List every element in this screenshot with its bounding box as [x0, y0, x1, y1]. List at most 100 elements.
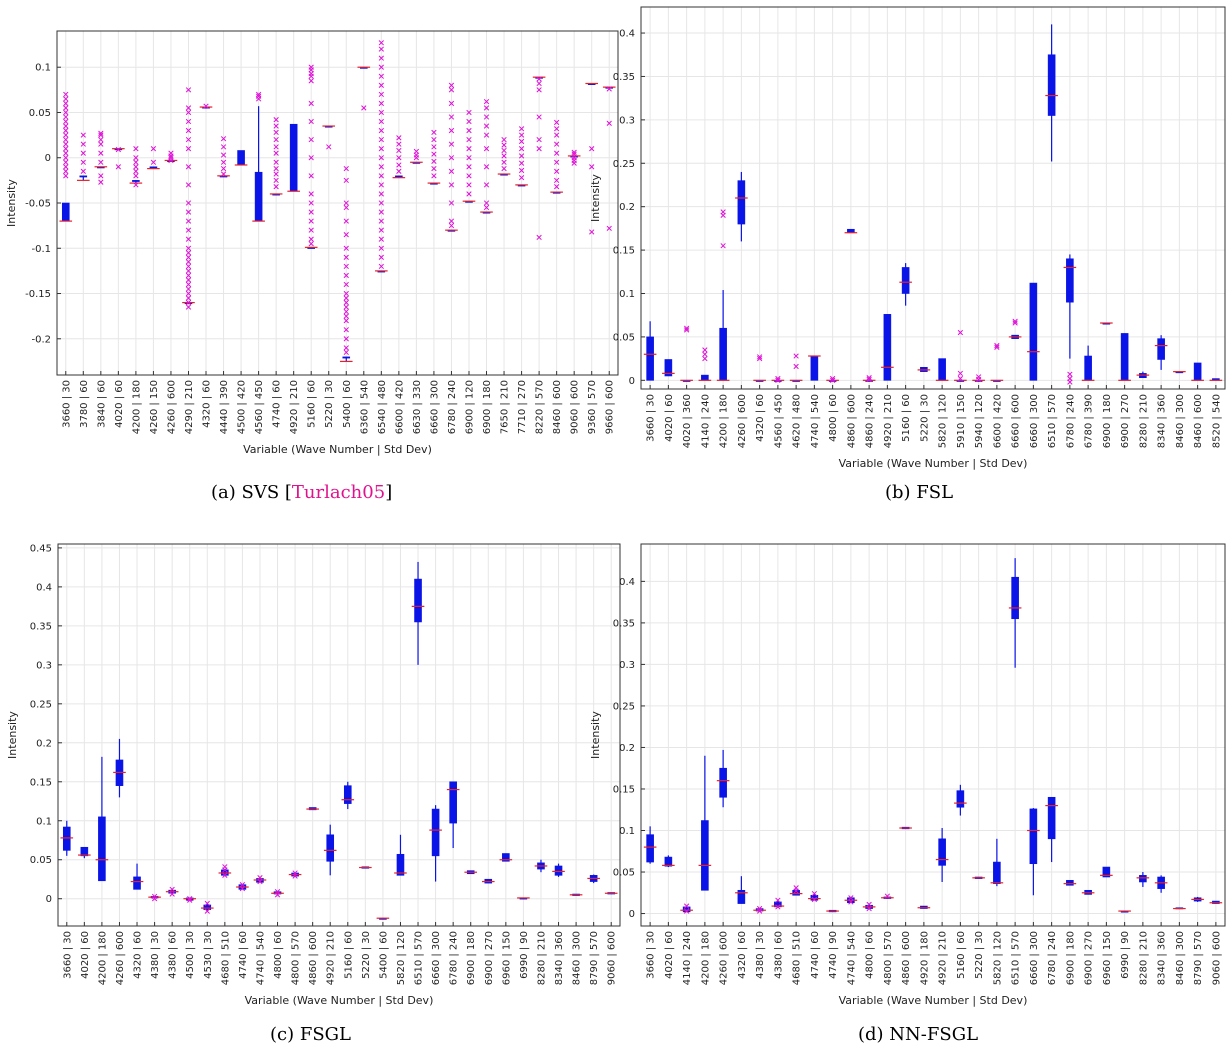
outlier-point	[343, 281, 349, 288]
outlier-point	[239, 885, 246, 892]
x-tick-label: 4920 | 210	[883, 394, 894, 448]
x-tick-label: 4320 | 60	[737, 931, 748, 979]
box	[133, 876, 141, 890]
x-tick-label: 4260 | 600	[115, 931, 126, 985]
outlier-point	[63, 164, 69, 170]
outlier-point	[115, 146, 122, 153]
outlier-point	[204, 908, 210, 914]
outlier-point	[98, 132, 104, 138]
x-tick-label: 5220 | 30	[919, 394, 930, 442]
y-tick-label: 0.4	[619, 29, 635, 40]
x-tick-label: 4500 | 420	[237, 380, 248, 434]
outlier-point	[448, 168, 455, 174]
box	[664, 856, 673, 867]
outlier-point	[98, 130, 104, 136]
outlier-point	[378, 182, 384, 188]
y-tick-label: 0.35	[613, 618, 635, 629]
outlier-point	[343, 345, 349, 351]
box	[554, 865, 563, 876]
outlier-point	[63, 123, 69, 129]
x-tick-label: 5160 | 60	[956, 931, 967, 979]
x-tick-label: 5820 | 120	[992, 931, 1003, 985]
outlier-point	[866, 901, 872, 908]
outlier-point	[185, 164, 192, 170]
y-axis-label: Intensity	[6, 711, 19, 759]
outlier-point	[793, 353, 799, 359]
x-tick-label: 8340 | 360	[554, 931, 565, 985]
x-tick-label: 4260 | 600	[737, 394, 748, 448]
x-tick-label: 6540 | 480	[377, 380, 388, 434]
box	[502, 853, 510, 862]
outlier-point	[756, 354, 763, 360]
x-tick-label: 5220 | 30	[324, 380, 335, 428]
outlier-point	[1067, 379, 1073, 385]
outlier-point	[866, 376, 872, 383]
x-tick-label: 4200 | 180	[719, 394, 730, 448]
outlier-point	[308, 227, 314, 233]
box	[1157, 338, 1165, 360]
outlier-point	[448, 87, 455, 93]
x-tick-label: 4260 | 600	[166, 380, 177, 434]
box	[1102, 866, 1111, 878]
y-tick-label: -0.15	[25, 289, 51, 300]
outlier-point	[150, 159, 157, 165]
x-tick-label: 7710 | 270	[517, 380, 528, 434]
box	[98, 816, 106, 882]
caption-a: (a) SVS [Turlach05]	[211, 482, 392, 503]
outlier-point	[378, 136, 384, 143]
outlier-point	[396, 162, 402, 168]
outlier-point	[378, 46, 384, 52]
x-tick-label: 5160 | 60	[343, 931, 354, 979]
outlier-point	[80, 132, 86, 138]
outlier-point	[553, 184, 560, 190]
outlier-point	[185, 295, 192, 301]
outlier-point	[378, 73, 384, 79]
outlier-point	[536, 76, 542, 82]
x-tick-label: 4800 | 570	[291, 931, 302, 985]
outlier-point	[63, 91, 69, 98]
outlier-point	[239, 882, 246, 888]
plot-area	[641, 544, 1225, 926]
box	[342, 356, 351, 359]
y-tick-label: 0.1	[619, 289, 635, 300]
x-tick-label: 6780 | 240	[1047, 931, 1058, 985]
outlier-point	[203, 103, 209, 109]
x-tick-label: 4680 | 510	[220, 931, 231, 985]
box	[701, 820, 709, 891]
outlier-point	[378, 227, 384, 233]
x-tick-label: 6660 | 300	[431, 931, 442, 985]
x-axis-label: Variable (Wave Number | Std Dev)	[839, 457, 1028, 470]
box	[938, 358, 946, 381]
x-tick-label: 8790 | 570	[1193, 931, 1204, 985]
outlier-point	[571, 160, 577, 166]
x-tick-label: 6960 | 150	[1102, 931, 1113, 985]
outlier-point	[553, 150, 560, 156]
y-axis-label: Intensity	[5, 179, 18, 227]
outlier-point	[292, 873, 298, 879]
outlier-point	[273, 117, 279, 123]
box	[132, 180, 140, 182]
outlier-point	[1012, 318, 1018, 324]
y-tick-label: 0.4	[619, 577, 635, 588]
outlier-point	[63, 159, 69, 165]
x-tick-label: 8280 | 210	[1138, 394, 1149, 448]
x-tick-label: 6660 | 300	[1029, 931, 1040, 985]
outlier-point	[1067, 371, 1073, 377]
outlier-point	[378, 91, 384, 98]
outlier-point	[448, 82, 455, 88]
x-tick-label: 6900 | 270	[1120, 394, 1131, 448]
outlier-point	[811, 896, 818, 903]
outlier-point	[185, 209, 192, 215]
outlier-point	[466, 155, 472, 161]
x-tick-label: 6900 | 180	[482, 380, 493, 434]
x-tick-label: 9660 | 600	[605, 380, 616, 434]
outlier-point	[185, 127, 192, 134]
outlier-point	[378, 155, 384, 161]
outlier-point	[431, 158, 437, 165]
outlier-point	[448, 127, 455, 134]
plot-frame	[640, 6, 1226, 390]
outlier-point	[343, 200, 349, 206]
outlier-point	[378, 254, 384, 260]
x-tick-label: 5220 | 30	[974, 931, 985, 979]
